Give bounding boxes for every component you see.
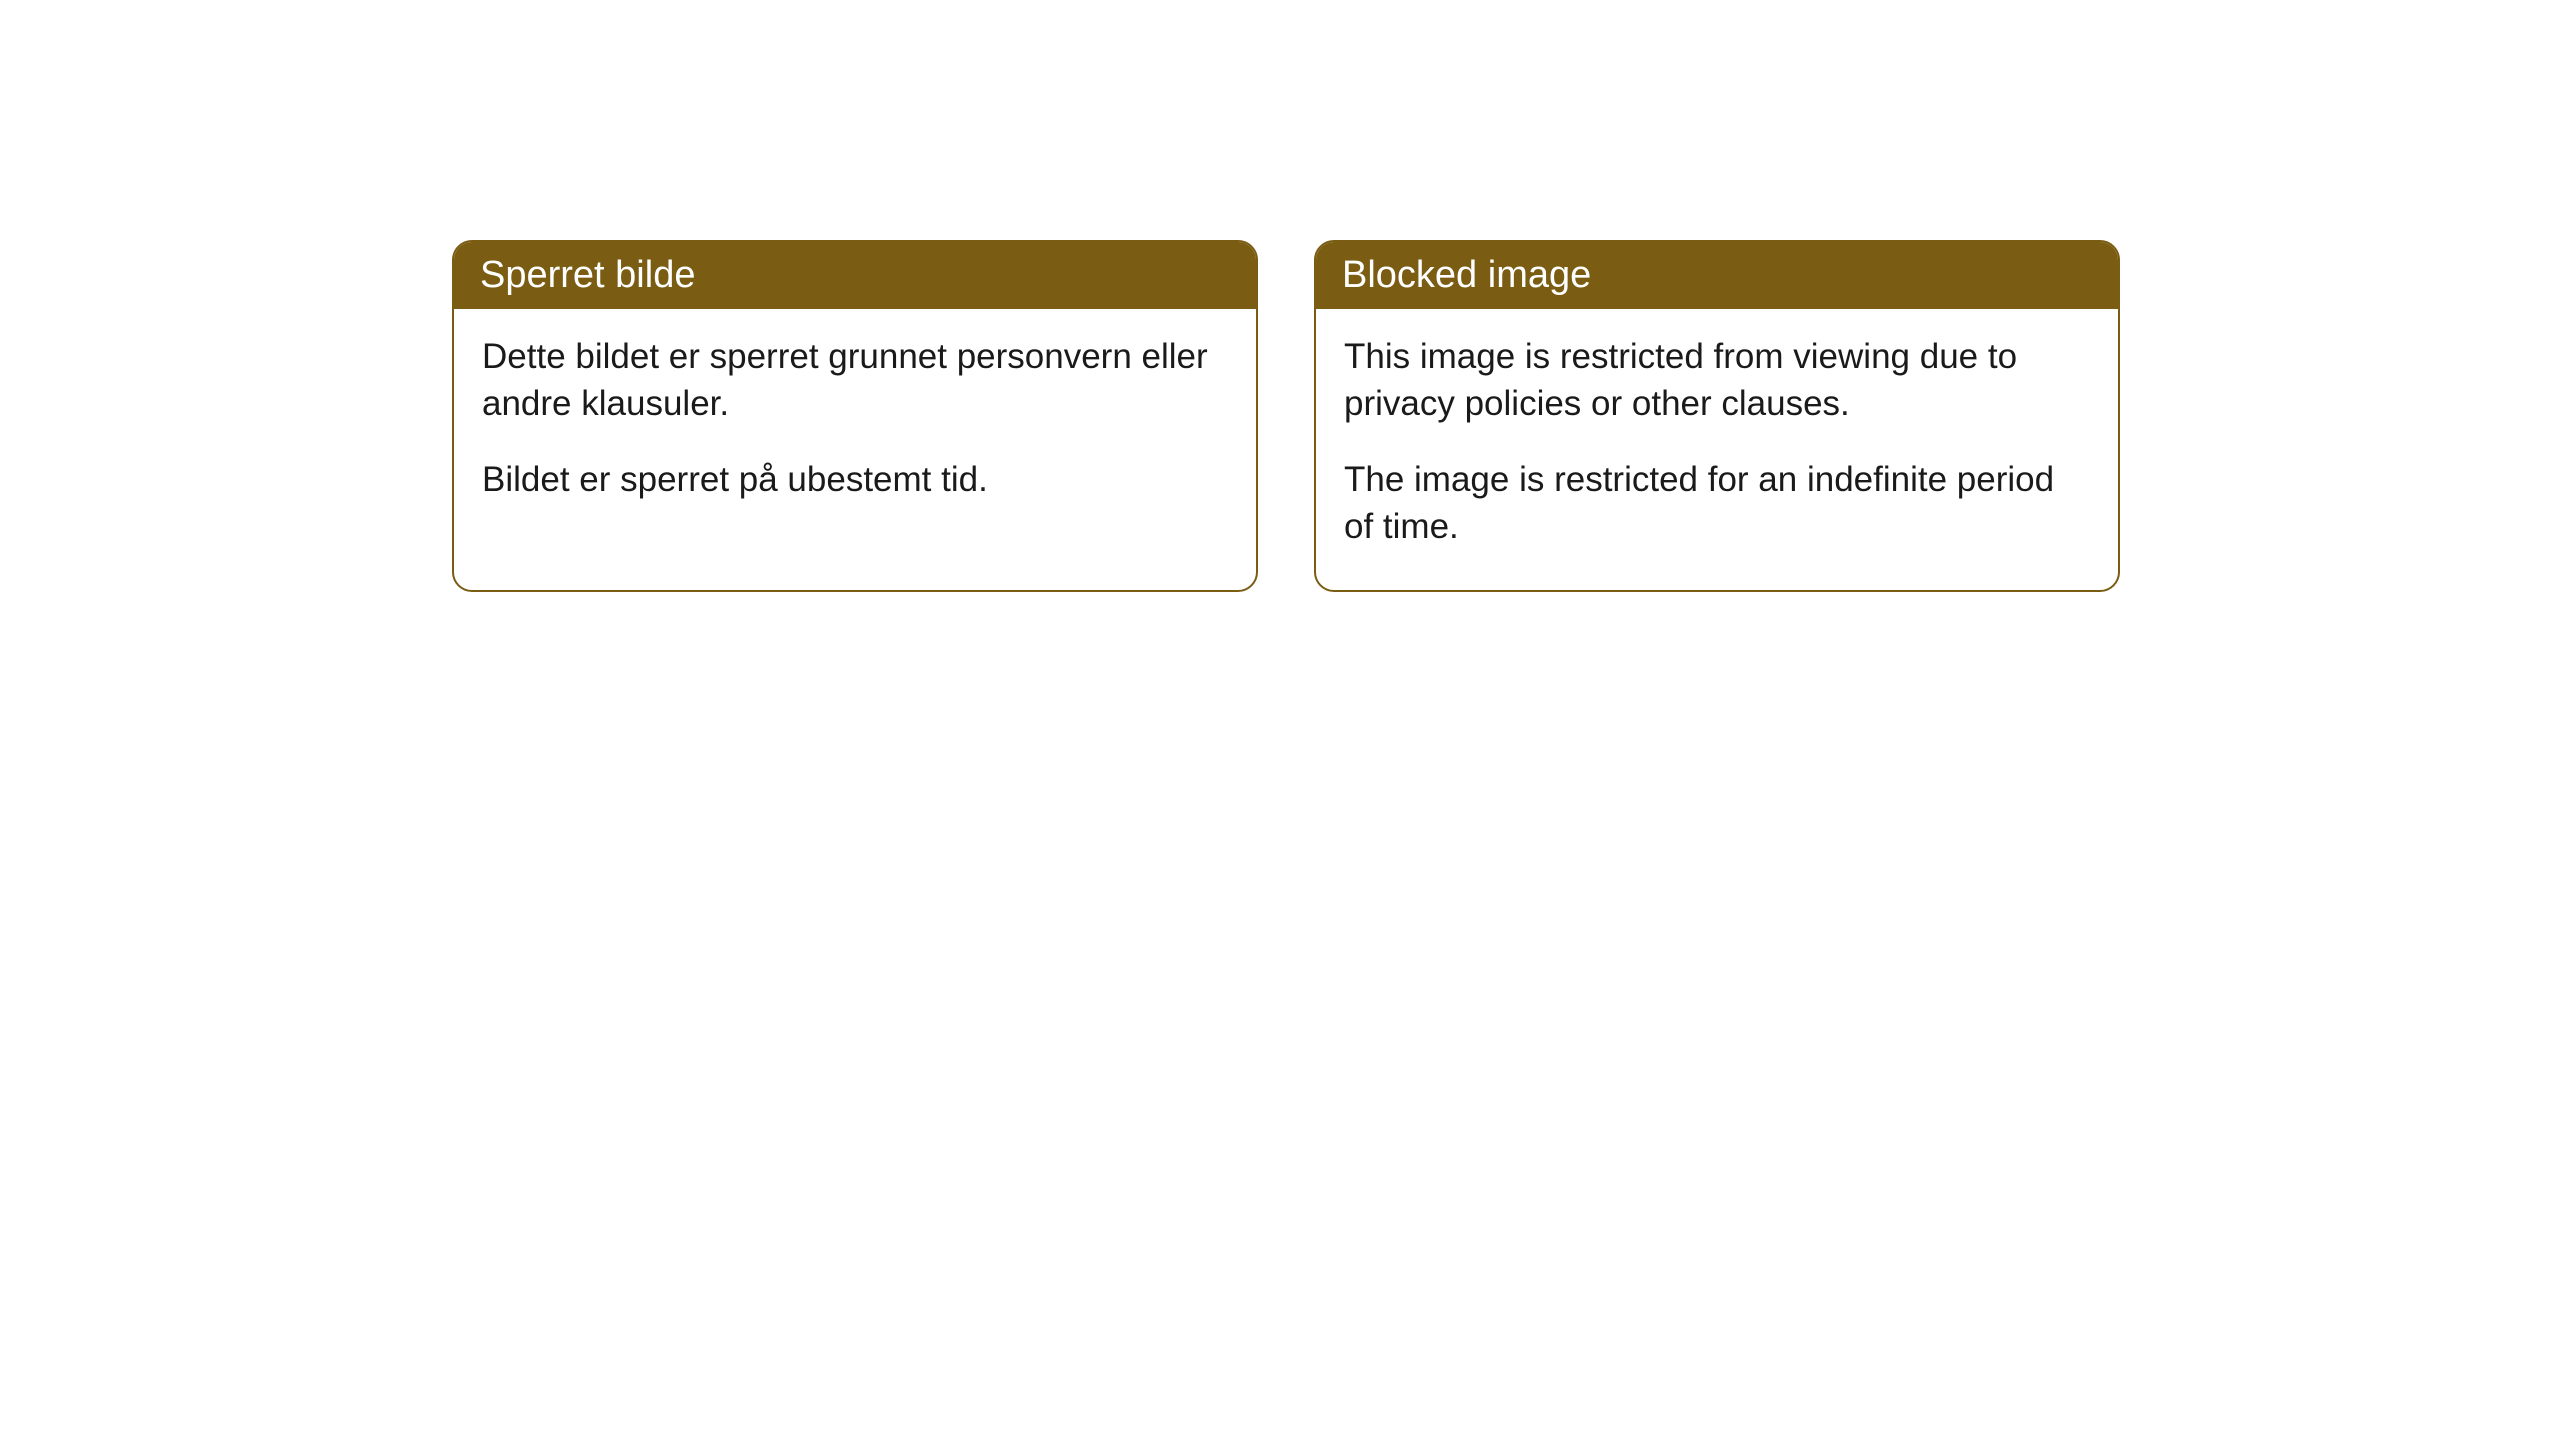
blocked-image-card-norwegian: Sperret bilde Dette bildet er sperret gr… (452, 240, 1258, 592)
card-paragraph: Bildet er sperret på ubestemt tid. (482, 456, 1228, 503)
card-title: Sperret bilde (454, 242, 1256, 309)
card-body: Dette bildet er sperret grunnet personve… (454, 309, 1256, 543)
card-paragraph: This image is restricted from viewing du… (1344, 333, 2090, 428)
card-paragraph: The image is restricted for an indefinit… (1344, 456, 2090, 551)
blocked-image-card-english: Blocked image This image is restricted f… (1314, 240, 2120, 592)
card-container: Sperret bilde Dette bildet er sperret gr… (452, 240, 2120, 592)
card-title: Blocked image (1316, 242, 2118, 309)
card-paragraph: Dette bildet er sperret grunnet personve… (482, 333, 1228, 428)
card-body: This image is restricted from viewing du… (1316, 309, 2118, 590)
